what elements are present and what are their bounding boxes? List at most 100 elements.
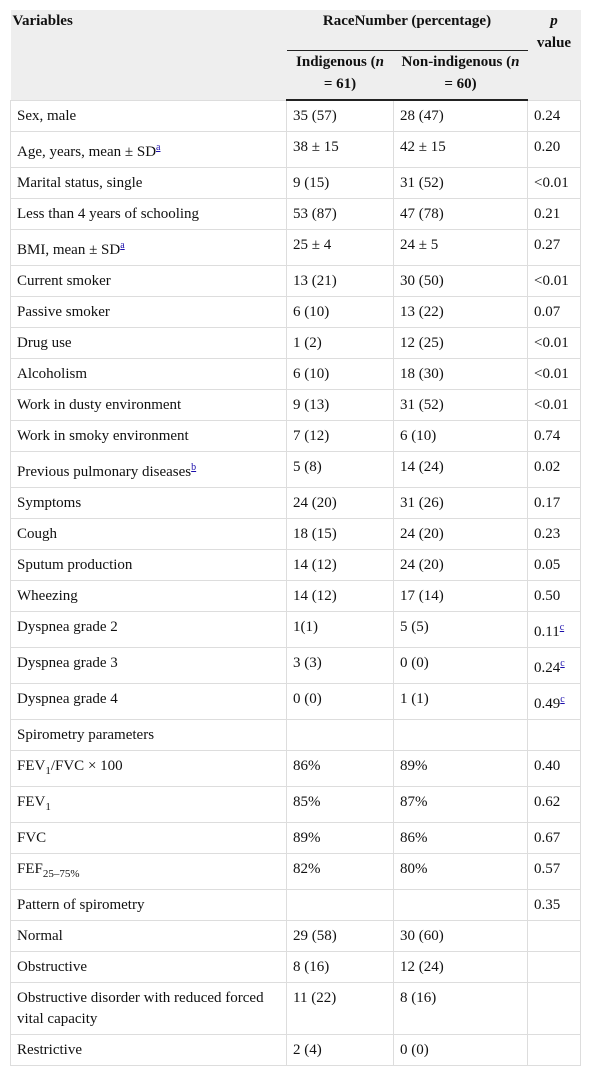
variable-cell: Marital status, single [10, 167, 287, 199]
table-row: Alcoholism 6 (10) 18 (30) <0.01 [10, 358, 581, 390]
footnote-mark[interactable]: c [559, 622, 565, 633]
p-value-cell: 0.74 [527, 420, 581, 452]
indigenous-cell: 6 (10) [286, 358, 394, 390]
variable-cell: Age, years, mean ± SDa [10, 131, 287, 168]
indigenous-cell: 1 (2) [286, 327, 394, 359]
table-row: Current smoker 13 (21) 30 (50) <0.01 [10, 265, 581, 297]
indigenous-cell: 0 (0) [286, 683, 394, 720]
table-row: Spirometry parameters [10, 719, 581, 751]
table-row: Symptoms 24 (20) 31 (26) 0.17 [10, 487, 581, 519]
non-indigenous-cell: 87% [393, 786, 528, 823]
footnote-mark[interactable]: b [191, 462, 197, 473]
indigenous-cell: 53 (87) [286, 198, 394, 230]
p-value-cell: 0.11c [527, 611, 581, 648]
indigenous-cell: 1(1) [286, 611, 394, 648]
header-variables: Variables [10, 10, 287, 100]
text: 0.24 [534, 660, 561, 676]
italic-text: p [550, 13, 558, 29]
text: Age, years, mean ± SD [17, 144, 157, 160]
p-value-cell: 0.24 [527, 99, 581, 132]
non-indigenous-cell: 0 (0) [393, 647, 528, 684]
p-value-cell [527, 1034, 581, 1066]
non-indigenous-cell: 24 (20) [393, 518, 528, 550]
variable-cell: FEF25–75% [10, 853, 287, 890]
table-row: FEF25–75% 82% 80% 0.57 [10, 853, 581, 890]
non-indigenous-cell: 12 (25) [393, 327, 528, 359]
subscript: 1 [45, 801, 51, 813]
footnote-mark[interactable]: a [156, 142, 161, 153]
p-value-cell: 0.24c [527, 647, 581, 684]
non-indigenous-cell: 28 (47) [393, 99, 528, 132]
variable-cell: Normal [10, 920, 287, 952]
p-value-cell: 0.57 [527, 853, 581, 890]
non-indigenous-cell: 31 (52) [393, 167, 528, 199]
indigenous-cell: 89% [286, 822, 394, 854]
non-indigenous-cell: 47 (78) [393, 198, 528, 230]
variable-cell: Less than 4 years of schooling [10, 198, 287, 230]
footnote-mark[interactable]: c [560, 694, 565, 705]
table-row: Cough 18 (15) 24 (20) 0.23 [10, 518, 581, 550]
p-value-cell: 0.21 [527, 198, 581, 230]
indigenous-cell: 29 (58) [286, 920, 394, 952]
non-indigenous-cell: 18 (30) [393, 358, 528, 390]
non-indigenous-cell: 31 (26) [393, 487, 528, 519]
variable-cell: Pattern of spirometry [10, 889, 287, 921]
table-row: Obstructive 8 (16) 12 (24) [10, 951, 581, 983]
p-value-cell [527, 719, 581, 751]
non-indigenous-cell: 24 ± 5 [393, 229, 528, 266]
indigenous-cell: 38 ± 15 [286, 131, 394, 168]
indigenous-cell: 2 (4) [286, 1034, 394, 1066]
p-value-cell: 0.40 [527, 750, 581, 787]
indigenous-cell: 13 (21) [286, 265, 394, 297]
text: /FVC × 100 [50, 758, 123, 774]
table-row: FEV1 85% 87% 0.62 [10, 786, 581, 823]
p-value-cell: 0.23 [527, 518, 581, 550]
variable-cell: BMI, mean ± SDa [10, 229, 287, 266]
p-value-cell: 0.67 [527, 822, 581, 854]
non-indigenous-cell: 14 (24) [393, 451, 528, 488]
indigenous-cell [286, 889, 394, 921]
non-indigenous-cell: 42 ± 15 [393, 131, 528, 168]
variable-cell: Dyspnea grade 3 [10, 647, 287, 684]
non-indigenous-cell: 80% [393, 853, 528, 890]
indigenous-cell: 8 (16) [286, 951, 394, 983]
indigenous-cell: 6 (10) [286, 296, 394, 328]
p-value-cell: <0.01 [527, 167, 581, 199]
variable-cell: Dyspnea grade 4 [10, 683, 287, 720]
p-value-cell [527, 920, 581, 952]
non-indigenous-cell: 31 (52) [393, 389, 528, 421]
non-indigenous-cell: 24 (20) [393, 549, 528, 581]
non-indigenous-cell [393, 719, 528, 751]
p-value-cell: <0.01 [527, 327, 581, 359]
variable-cell: Work in dusty environment [10, 389, 287, 421]
indigenous-cell [286, 719, 394, 751]
variable-cell: Obstructive disorder with reduced forced… [10, 982, 287, 1035]
indigenous-cell: 9 (13) [286, 389, 394, 421]
text: = 61) [323, 75, 357, 92]
indigenous-cell: 9 (15) [286, 167, 394, 199]
indigenous-cell: 14 (12) [286, 580, 394, 612]
text: 0.11 [534, 624, 560, 640]
table-row: Obstructive disorder with reduced forced… [10, 982, 581, 1035]
footnote-mark[interactable]: a [120, 240, 125, 251]
table-row: Dyspnea grade 2 1(1) 5 (5) 0.11c [10, 611, 581, 648]
p-value-cell: <0.01 [527, 265, 581, 297]
table-row: BMI, mean ± SDa 25 ± 4 24 ± 5 0.27 [10, 229, 581, 266]
table-row: Age, years, mean ± SDa 38 ± 15 42 ± 15 0.20 [10, 131, 581, 168]
variable-cell: Obstructive [10, 951, 287, 983]
non-indigenous-cell: 86% [393, 822, 528, 854]
variable-cell: FVC [10, 822, 287, 854]
non-indigenous-cell: 13 (22) [393, 296, 528, 328]
table-row: Sex, male 35 (57) 28 (47) 0.24 [10, 99, 581, 132]
table-row: Less than 4 years of schooling 53 (87) 47 … [10, 198, 581, 230]
p-value-cell: 0.20 [527, 131, 581, 168]
variable-cell: Symptoms [10, 487, 287, 519]
table-row: Sputum production 14 (12) 24 (20) 0.05 [10, 549, 581, 581]
text: 0.49 [534, 696, 561, 712]
non-indigenous-cell: 17 (14) [393, 580, 528, 612]
footnote-mark[interactable]: c [560, 658, 565, 669]
non-indigenous-cell: 0 (0) [393, 1034, 528, 1066]
indigenous-cell: 18 (15) [286, 518, 394, 550]
